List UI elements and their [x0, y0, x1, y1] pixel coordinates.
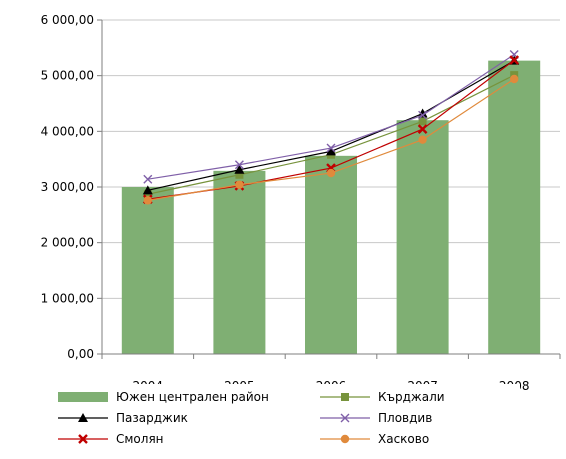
data-point — [234, 164, 245, 174]
bar — [488, 60, 541, 355]
y-tick-label: 2 000,00 — [41, 236, 94, 250]
legend-label: Кърджали — [378, 390, 445, 404]
bar — [121, 187, 174, 354]
data-point — [143, 196, 152, 205]
y-tick-label: 3 000,00 — [41, 180, 94, 194]
data-point — [235, 180, 244, 189]
y-tick-label: 1 000,00 — [41, 291, 94, 305]
data-point — [326, 146, 336, 156]
legend-swatch — [58, 392, 108, 402]
data-point — [417, 108, 428, 118]
data-point — [142, 185, 153, 195]
data-point — [234, 160, 244, 170]
data-point — [143, 174, 153, 184]
legend-marker — [78, 434, 88, 444]
y-tick-label: 6 000,00 — [41, 13, 94, 27]
data-point — [510, 74, 519, 84]
y-tick-label: 5 000,00 — [41, 69, 94, 83]
data-point — [326, 168, 336, 178]
data-point — [326, 143, 336, 153]
legend-marker — [340, 413, 350, 423]
bar — [396, 120, 449, 354]
legend-label: Хасково — [378, 432, 429, 446]
data-point — [235, 170, 244, 179]
legend-label: Южен централен район — [116, 390, 269, 404]
data-point — [509, 55, 520, 65]
bar — [213, 170, 266, 354]
data-point — [418, 110, 428, 120]
y-tick-label: 4 000,00 — [41, 124, 94, 138]
legend-marker — [340, 434, 350, 444]
bar — [305, 155, 357, 354]
y-tick-label: 0,00 — [67, 347, 94, 361]
legend-marker — [341, 393, 349, 401]
legend-label: Пловдив — [378, 411, 432, 425]
data-point — [417, 124, 428, 134]
legend — [40, 384, 520, 454]
legend-label: Смолян — [116, 432, 164, 446]
legend-label: Пазарджик — [116, 411, 188, 425]
data-point — [418, 117, 427, 126]
legend-marker — [78, 413, 88, 422]
data-point — [418, 135, 427, 144]
